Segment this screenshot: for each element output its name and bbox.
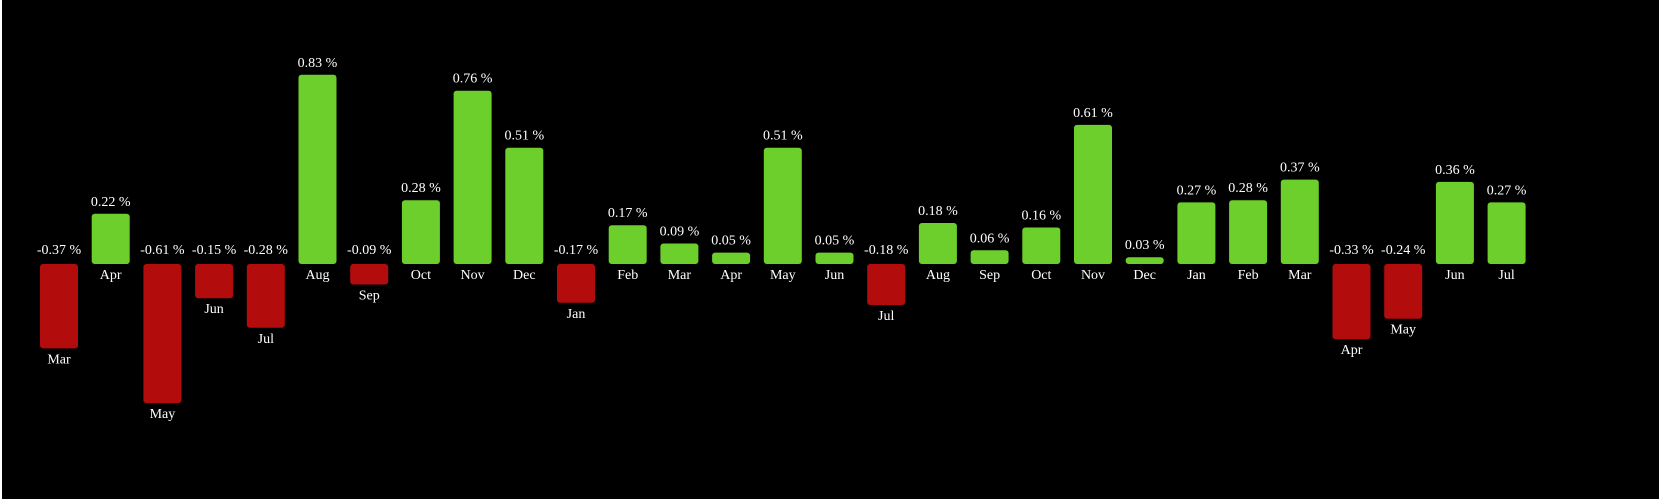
- bar-category-label-28: Jun: [1445, 268, 1464, 283]
- bar-7: [350, 264, 389, 285]
- bar-28: [1435, 181, 1474, 264]
- bar-category-label-6: Aug: [305, 268, 329, 283]
- bar-category-label-8: Oct: [411, 268, 431, 283]
- bar-category-label-14: Apr: [720, 268, 742, 283]
- bar-17: [867, 264, 906, 305]
- bar-value-label-26: -0.33 %: [1329, 243, 1374, 258]
- bar-11: [557, 264, 595, 303]
- bar-5: [246, 264, 285, 328]
- bar-value-label-5: -0.28 %: [244, 243, 289, 258]
- bar-value-label-20: 0.16 %: [1021, 209, 1061, 224]
- bar-value-label-22: 0.03 %: [1125, 238, 1165, 253]
- bar-category-label-5: Jul: [258, 332, 274, 347]
- bar-20: [1022, 227, 1061, 264]
- bar-value-label-10: 0.51 %: [504, 129, 544, 144]
- bar-3: [143, 264, 182, 404]
- bar-value-label-16: 0.05 %: [815, 234, 855, 249]
- bar-value-label-19: 0.06 %: [970, 231, 1010, 246]
- bar-category-label-21: Nov: [1081, 268, 1105, 283]
- bar-category-label-4: Jun: [204, 302, 223, 317]
- bar-value-label-8: 0.28 %: [401, 181, 441, 196]
- bar-value-label-27: -0.24 %: [1381, 243, 1426, 258]
- bar-value-label-28: 0.36 %: [1435, 163, 1475, 178]
- bar-value-label-21: 0.61 %: [1073, 106, 1113, 121]
- bar-10: [505, 147, 544, 264]
- bar-value-label-4: -0.15 %: [192, 243, 237, 258]
- bar-13: [660, 243, 699, 264]
- bar-9: [453, 90, 492, 264]
- bar-category-label-24: Feb: [1238, 268, 1259, 283]
- bar-value-label-15: 0.51 %: [763, 129, 803, 144]
- bar-category-label-23: Jan: [1187, 268, 1206, 283]
- bar-29: [1487, 202, 1526, 264]
- bar-category-label-29: Jul: [1498, 268, 1514, 283]
- bar-value-label-7: -0.09 %: [347, 243, 392, 258]
- bar-value-label-13: 0.09 %: [660, 225, 700, 240]
- bar-category-label-3: May: [150, 407, 176, 422]
- bar-category-label-19: Sep: [979, 268, 1000, 283]
- bar-category-label-25: Mar: [1288, 268, 1312, 283]
- bar-14: [712, 252, 751, 264]
- bar-category-label-15: May: [770, 268, 796, 283]
- bar-category-label-18: Aug: [926, 268, 950, 283]
- bar-value-label-2: 0.22 %: [91, 195, 131, 210]
- bar-category-label-17: Jul: [878, 309, 894, 324]
- bar-value-label-12: 0.17 %: [608, 206, 648, 221]
- bar-25: [1280, 179, 1319, 264]
- bar-15: [763, 147, 802, 264]
- bar-1: [40, 264, 78, 349]
- bar-category-label-10: Dec: [513, 268, 536, 283]
- bar-26: [1332, 264, 1371, 340]
- bar-value-label-6: 0.83 %: [298, 56, 338, 71]
- bar-value-label-1: -0.37 %: [37, 243, 82, 258]
- bar-12: [608, 225, 647, 264]
- bar-23: [1177, 202, 1216, 264]
- bar-value-label-25: 0.37 %: [1280, 161, 1320, 176]
- bar-category-label-26: Apr: [1341, 343, 1363, 358]
- bar-category-label-13: Mar: [668, 268, 692, 283]
- bar-value-label-23: 0.27 %: [1177, 183, 1217, 198]
- bar-value-label-17: -0.18 %: [864, 243, 909, 258]
- bar-19: [970, 250, 1009, 264]
- bar-category-label-22: Dec: [1133, 268, 1156, 283]
- bar-value-label-24: 0.28 %: [1228, 181, 1268, 196]
- bar-27: [1384, 264, 1423, 319]
- bar-2: [91, 213, 130, 264]
- bar-category-label-16: Jun: [825, 268, 844, 283]
- bar-21: [1074, 124, 1112, 265]
- bar-18: [918, 223, 957, 264]
- bar-value-label-3: -0.61 %: [140, 243, 185, 258]
- bar-category-label-1: Mar: [47, 352, 71, 367]
- bar-value-label-11: -0.17 %: [554, 243, 599, 258]
- bar-value-label-9: 0.76 %: [453, 72, 493, 87]
- bar-8: [401, 200, 440, 264]
- bar-value-label-18: 0.18 %: [918, 204, 958, 219]
- bar-22: [1125, 257, 1164, 264]
- bar-category-label-11: Jan: [567, 307, 586, 322]
- bar-24: [1229, 200, 1268, 264]
- bar-category-label-12: Feb: [617, 268, 638, 283]
- bar-6: [298, 74, 337, 264]
- bar-value-label-14: 0.05 %: [711, 234, 751, 249]
- bar-16: [815, 252, 854, 264]
- bar-4: [195, 264, 234, 299]
- bar-category-label-20: Oct: [1031, 268, 1051, 283]
- bar-category-label-9: Nov: [461, 268, 485, 283]
- bar-value-label-29: 0.27 %: [1487, 183, 1527, 198]
- bar-category-label-7: Sep: [359, 289, 380, 304]
- bar-category-label-27: May: [1390, 323, 1416, 338]
- bar-category-label-2: Apr: [100, 268, 122, 283]
